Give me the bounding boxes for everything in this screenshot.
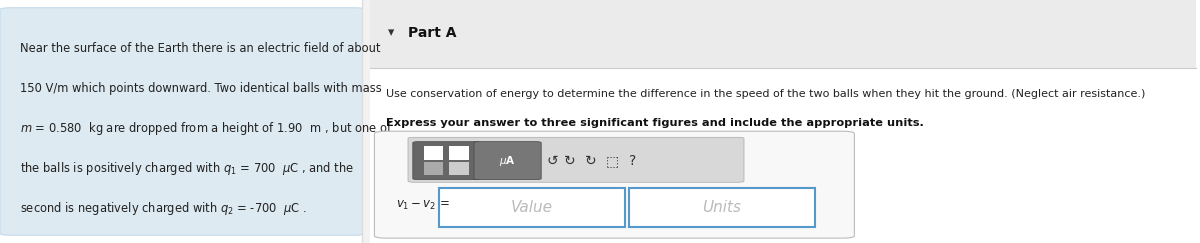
Text: Value: Value: [511, 200, 553, 215]
Text: $\mu$A: $\mu$A: [499, 154, 516, 168]
Bar: [439, 188, 625, 227]
FancyBboxPatch shape: [424, 146, 443, 160]
Text: 150 V/m which points downward. Two identical balls with mass: 150 V/m which points downward. Two ident…: [20, 82, 382, 95]
Text: Near the surface of the Earth there is an electric field of about: Near the surface of the Earth there is a…: [20, 42, 380, 55]
Bar: [370, 68, 1196, 243]
Text: Express your answer to three significant figures and include the appropriate uni: Express your answer to three significant…: [386, 118, 924, 128]
Text: Use conservation of energy to determine the difference in the speed of the two b: Use conservation of energy to determine …: [386, 88, 1146, 99]
Text: ⬚: ⬚: [606, 154, 618, 168]
Text: $m$ = 0.580  kg are dropped from a height of 1.90  m , but one of: $m$ = 0.580 kg are dropped from a height…: [20, 120, 394, 137]
Text: Units: Units: [702, 200, 742, 215]
FancyBboxPatch shape: [449, 146, 469, 160]
Bar: [362, 0, 1196, 243]
FancyBboxPatch shape: [424, 162, 443, 175]
Text: ▾: ▾: [388, 26, 394, 39]
Text: second is negatively charged with $q_2$ = -700  $\mu$C .: second is negatively charged with $q_2$ …: [20, 200, 307, 217]
Text: Part A: Part A: [408, 26, 456, 40]
FancyBboxPatch shape: [449, 162, 469, 175]
FancyBboxPatch shape: [474, 142, 541, 180]
Text: ↺: ↺: [546, 154, 558, 168]
Bar: [370, 0, 1196, 68]
Text: ↻: ↻: [564, 154, 576, 168]
FancyBboxPatch shape: [408, 137, 744, 182]
FancyBboxPatch shape: [374, 131, 854, 238]
Text: ↻: ↻: [584, 154, 596, 168]
FancyBboxPatch shape: [413, 142, 480, 180]
FancyBboxPatch shape: [0, 8, 365, 235]
Text: ?: ?: [629, 154, 636, 168]
Text: the balls is positively charged with $q_1$ = 700  $\mu$C , and the: the balls is positively charged with $q_…: [20, 160, 354, 177]
Bar: [629, 188, 815, 227]
Text: $v_1 - v_2$ =: $v_1 - v_2$ =: [396, 199, 450, 212]
